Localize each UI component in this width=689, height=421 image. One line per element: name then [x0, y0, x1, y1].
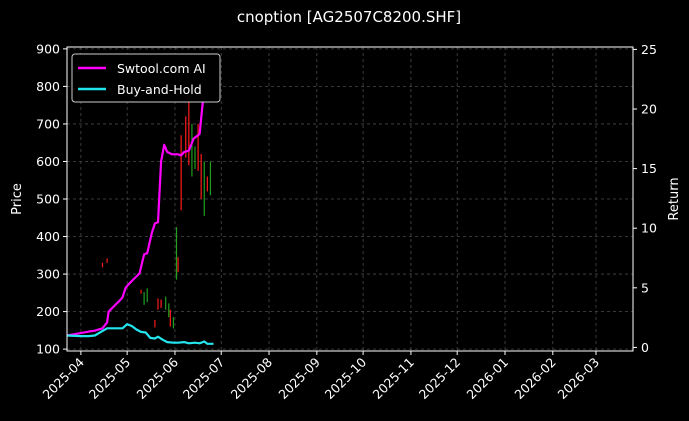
legend: Swtool.com AI Buy-and-Hold [71, 53, 221, 103]
y-tick-label: 100 [36, 342, 60, 357]
y-tick-label: 200 [36, 304, 60, 319]
y-tick-label: 500 [36, 192, 60, 207]
y-tick-label: 900 [36, 41, 60, 56]
y2-axis-title: Return [667, 177, 682, 220]
chart-title: cnoption [AG2507C8200.SHF] [237, 8, 461, 26]
legend-label-strategy: Swtool.com AI [117, 61, 206, 76]
y2-tick-label: 25 [641, 42, 657, 57]
series-lines [66, 67, 214, 345]
y-tick-label: 800 [36, 79, 60, 94]
y2-tick-label: 15 [641, 161, 657, 176]
y-tick-label: 700 [36, 116, 60, 131]
candlesticks [101, 101, 212, 329]
series-line-benchmark [66, 323, 214, 345]
legend-label-benchmark: Buy-and-Hold [117, 82, 202, 97]
y-tick-label: 400 [36, 229, 60, 244]
y2-tick-label: 0 [641, 340, 649, 355]
y-tick-label: 300 [36, 267, 60, 282]
y2-tick-label: 20 [641, 101, 657, 116]
legend-box [71, 53, 221, 103]
y2-tick-label: 5 [641, 280, 649, 295]
y2-tick-label: 10 [641, 221, 657, 236]
series-line-strategy [66, 67, 207, 337]
y-axis-title: Price [10, 183, 25, 215]
y-tick-label: 600 [36, 154, 60, 169]
